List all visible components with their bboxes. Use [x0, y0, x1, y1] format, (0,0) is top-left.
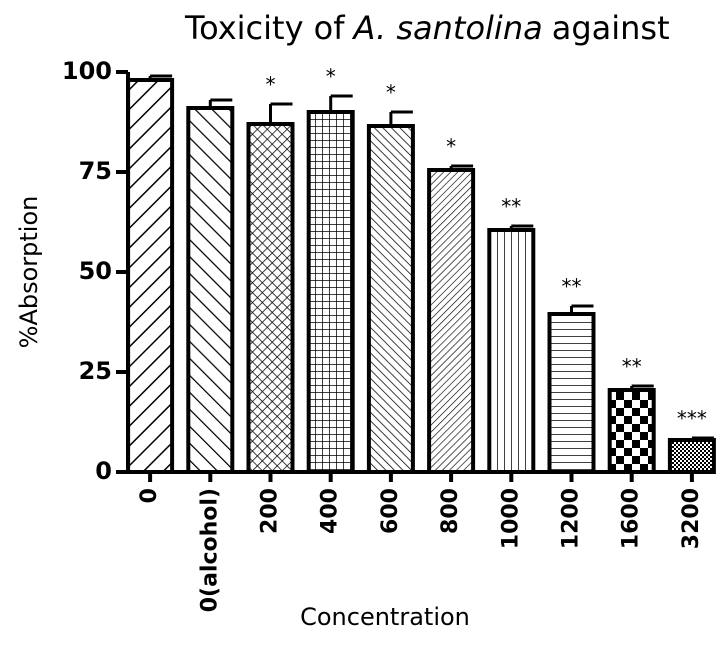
bar	[126, 78, 175, 474]
significance-label: **	[562, 275, 582, 299]
x-tick-label: 3200	[679, 488, 704, 549]
y-tick-label: 75	[79, 157, 112, 185]
significance-label: *	[446, 135, 456, 159]
x-axis-label: Concentration	[300, 603, 470, 631]
significance-label: **	[622, 355, 642, 379]
bar	[427, 168, 476, 474]
bar	[306, 110, 355, 474]
bar	[547, 312, 596, 474]
title-part: Toxicity of	[184, 9, 345, 47]
bar	[607, 388, 656, 474]
y-axis-label: %Absorption	[15, 196, 43, 349]
x-tick-label: 1600	[619, 488, 644, 549]
x-tick-label: 0	[137, 488, 162, 503]
chart-title: Toxicity of A. santolina against	[184, 9, 670, 47]
significance-label: *	[266, 73, 276, 97]
bar	[186, 106, 235, 474]
significance-label: ***	[677, 407, 707, 431]
y-tick-label: 0	[95, 457, 112, 485]
significance-label: *	[326, 65, 336, 89]
x-tick-label: 600	[378, 488, 403, 534]
x-tick-label: 1000	[498, 488, 523, 549]
bar	[366, 124, 415, 474]
x-tick-label: 0(alcohol)	[197, 488, 222, 612]
x-tick-label: 400	[318, 488, 343, 534]
x-tick-label: 1200	[559, 488, 584, 549]
significance-label: **	[501, 195, 521, 219]
title-part: against	[552, 9, 670, 47]
significance-label: *	[386, 81, 396, 105]
y-tick-label: 50	[79, 257, 112, 285]
x-tick-label: 200	[258, 488, 283, 534]
bar	[487, 228, 536, 474]
y-tick-label: 100	[62, 57, 112, 85]
y-tick-label: 25	[79, 357, 112, 385]
title-part: A. santolina	[352, 9, 543, 47]
bar	[667, 438, 716, 474]
x-tick-label: 800	[438, 488, 463, 534]
bar	[246, 122, 295, 474]
